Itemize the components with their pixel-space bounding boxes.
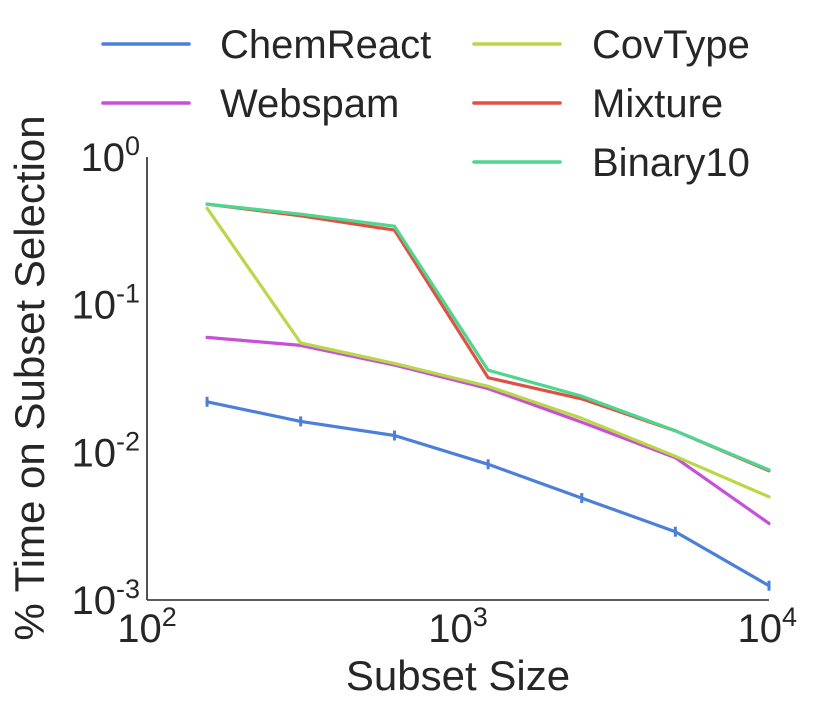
y-tick-label: 10-1	[71, 279, 140, 328]
legend-label-binary10: Binary10	[592, 141, 750, 185]
x-axis-label: Subset Size	[346, 652, 570, 699]
legend-label-webspam: Webspam	[220, 82, 399, 126]
series-line-webspam	[205, 335, 771, 526]
x-tick-labels: 102 103 104	[117, 602, 797, 651]
y-tick-label: 10-2	[71, 426, 140, 475]
legend: ChemReact Webspam CovType Mixture Binary10	[101, 23, 750, 185]
series-line-chemreact	[205, 400, 771, 588]
axes	[146, 157, 769, 601]
x-tick-label: 102	[117, 602, 177, 651]
y-axis-label: % Time on Subset Selection	[6, 115, 53, 640]
series-line-binary10	[205, 202, 771, 472]
legend-label-mixture: Mixture	[592, 82, 723, 126]
legend-label-chemreact: ChemReact	[220, 23, 431, 67]
x-tick-label: 104	[737, 602, 797, 651]
y-tick-labels: 10-3 10-2 10-1 100	[71, 131, 140, 623]
series-lines	[205, 202, 771, 591]
x-tick-label: 103	[428, 602, 488, 651]
y-tick-label: 10-3	[71, 574, 140, 623]
series-line-covtype	[205, 206, 771, 499]
legend-label-covtype: CovType	[592, 23, 750, 67]
series-line-mixture	[205, 202, 771, 473]
y-tick-label: 100	[80, 131, 140, 180]
